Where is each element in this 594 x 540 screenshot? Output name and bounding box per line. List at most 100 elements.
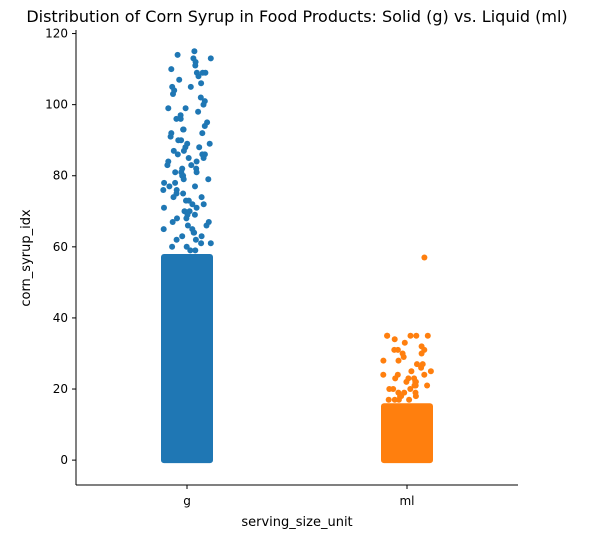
data-point-g <box>174 215 180 222</box>
data-point-g <box>161 179 168 186</box>
data-point-g <box>196 144 203 151</box>
data-point-g <box>191 211 198 218</box>
data-point-g <box>179 233 186 240</box>
data-point-g <box>198 194 205 201</box>
y-tick-label: 100 <box>45 98 68 112</box>
data-point-g <box>164 162 171 169</box>
axes <box>75 30 518 486</box>
data-point-ml <box>412 382 419 389</box>
y-tick-label: 40 <box>53 311 68 325</box>
data-point-g <box>207 55 214 62</box>
data-point-g <box>185 155 192 161</box>
data-point-g <box>199 69 206 76</box>
data-point-g <box>191 229 198 236</box>
data-point-g <box>169 243 176 250</box>
data-point-ml <box>395 357 402 364</box>
y-tick-label: 0 <box>60 453 68 467</box>
chart-title: Distribution of Corn Syrup in Food Produ… <box>26 7 567 26</box>
data-point-ml <box>414 361 420 368</box>
data-point-g <box>206 140 213 147</box>
data-point-g <box>174 51 181 58</box>
data-point-g <box>199 130 206 137</box>
data-point-g <box>180 190 187 197</box>
data-point-g <box>200 155 207 161</box>
data-point-g <box>193 169 200 176</box>
data-point-ml <box>391 336 398 343</box>
data-point-g <box>198 233 205 240</box>
data-point-g <box>166 183 173 190</box>
data-point-g <box>198 80 205 87</box>
y-tick-label: 80 <box>53 169 68 183</box>
data-point-g <box>203 222 210 229</box>
data-point-g <box>170 147 177 154</box>
data-point-ml <box>408 368 415 375</box>
data-point-g <box>161 204 167 211</box>
dense-strip-g <box>161 253 213 464</box>
y-tick-label: 20 <box>53 382 68 396</box>
y-axis-label: corn_syrup_idx <box>19 209 34 307</box>
data-point-g <box>177 115 184 122</box>
data-point-g <box>189 201 196 208</box>
data-point-ml <box>424 332 431 339</box>
data-point-ml <box>424 382 431 389</box>
data-point-g <box>170 91 176 97</box>
data-point-g <box>160 187 167 193</box>
dense-strip-ml <box>381 403 433 464</box>
data-point-g <box>192 236 199 243</box>
data-point-g <box>195 73 202 80</box>
data-point-g <box>182 105 189 112</box>
data-point-g <box>174 151 181 158</box>
data-point-g <box>180 126 187 133</box>
data-point-ml <box>380 357 387 364</box>
data-point-g <box>176 76 183 83</box>
x-ticks: g ml <box>183 485 415 508</box>
data-point-g <box>192 247 199 254</box>
data-point-g <box>192 62 199 69</box>
data-point-g <box>200 101 207 108</box>
data-point-ml <box>427 368 434 375</box>
data-point-ml <box>391 396 398 403</box>
data-point-g <box>167 133 174 140</box>
data-point-g <box>180 147 187 154</box>
data-point-ml <box>390 386 397 392</box>
data-point-g <box>172 169 179 176</box>
y-ticks: 0 20 40 60 80 100 120 <box>45 27 76 467</box>
data-point-g <box>160 226 167 233</box>
data-point-ml <box>391 346 398 353</box>
data-point-g <box>173 236 180 243</box>
data-point-g <box>169 219 176 225</box>
data-point-g <box>178 137 185 144</box>
data-point-ml <box>421 254 428 261</box>
data-point-g <box>173 115 180 122</box>
data-point-g <box>192 183 198 190</box>
data-point-ml <box>395 396 402 403</box>
data-point-g <box>205 176 212 183</box>
data-point-g <box>198 240 205 247</box>
data-point-g <box>168 66 175 73</box>
data-point-ml <box>407 332 414 339</box>
data-point-ml <box>403 378 410 385</box>
data-point-g <box>187 83 194 90</box>
data-point-g <box>195 108 202 115</box>
data-point-ml <box>392 375 399 382</box>
x-tick-label: g <box>183 494 191 508</box>
data-point-g <box>201 123 208 129</box>
data-point-g <box>165 105 172 112</box>
x-tick-label: ml <box>399 494 414 508</box>
x-axis-label: serving_size_unit <box>241 515 352 530</box>
data-point-ml <box>413 332 420 339</box>
data-point-ml <box>412 393 419 400</box>
y-tick-label: 60 <box>53 240 68 254</box>
data-point-g <box>184 222 191 229</box>
data-point-ml <box>384 332 391 339</box>
data-point-g <box>197 94 204 101</box>
data-point-g <box>187 247 194 254</box>
data-point-ml <box>407 386 414 392</box>
data-point-g <box>191 48 198 55</box>
data-point-g <box>188 162 195 169</box>
data-point-g <box>200 201 207 208</box>
data-point-ml <box>418 350 425 357</box>
data-point-ml <box>401 339 408 346</box>
data-points <box>160 48 434 464</box>
